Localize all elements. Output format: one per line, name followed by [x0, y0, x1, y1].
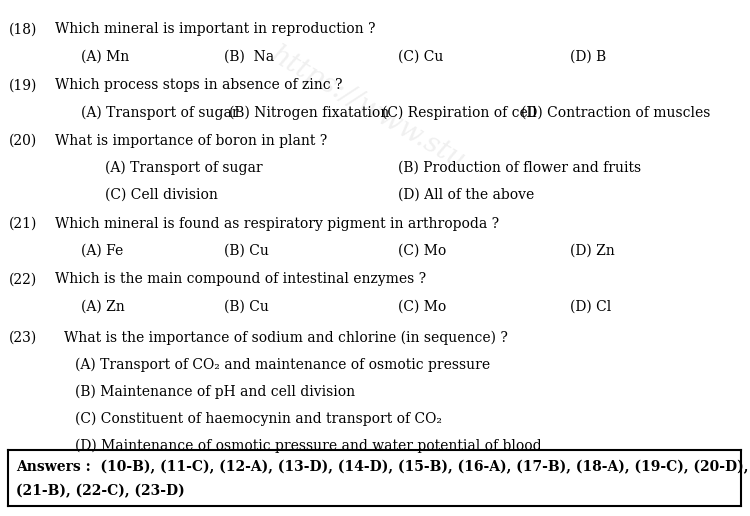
- Text: (C) Mo: (C) Mo: [398, 244, 445, 258]
- Text: (23): (23): [9, 330, 38, 344]
- Text: (B) Cu: (B) Cu: [224, 244, 268, 258]
- Text: Which is the main compound of intestinal enzymes ?: Which is the main compound of intestinal…: [55, 272, 426, 286]
- Text: (D) All of the above: (D) All of the above: [398, 188, 534, 202]
- Text: (A) Fe: (A) Fe: [81, 244, 123, 258]
- Text: Which process stops in absence of zinc ?: Which process stops in absence of zinc ?: [55, 78, 342, 92]
- Text: (C) Cell division: (C) Cell division: [105, 188, 218, 202]
- Text: (D) Maintenance of osmotic pressure and water potential of blood: (D) Maintenance of osmotic pressure and …: [75, 439, 542, 453]
- Text: (B) Nitrogen fixatation: (B) Nitrogen fixatation: [229, 106, 389, 120]
- Text: (D) B: (D) B: [570, 50, 606, 63]
- Text: Which mineral is found as respiratory pigment in arthropoda ?: Which mineral is found as respiratory pi…: [55, 217, 499, 231]
- Text: (D) Cl: (D) Cl: [570, 300, 611, 314]
- Text: (21): (21): [9, 217, 38, 231]
- Text: (B)  Na: (B) Na: [224, 50, 274, 63]
- Text: (C) Constituent of haemocynin and transport of CO₂: (C) Constituent of haemocynin and transp…: [75, 411, 442, 426]
- Text: What is the importance of sodium and chlorine (in sequence) ?: What is the importance of sodium and chl…: [64, 330, 508, 345]
- Text: Which mineral is important in reproduction ?: Which mineral is important in reproducti…: [55, 22, 375, 36]
- Text: Answers :  (10-B), (11-C), (12-A), (13-D), (14-D), (15-B), (16-A), (17-B), (18-A: Answers : (10-B), (11-C), (12-A), (13-D)…: [16, 460, 748, 474]
- Text: (D) Zn: (D) Zn: [570, 244, 615, 258]
- Text: (C) Cu: (C) Cu: [398, 50, 442, 63]
- Text: (C) Respiration of cell: (C) Respiration of cell: [382, 106, 537, 120]
- Text: (20): (20): [9, 134, 38, 148]
- Text: (22): (22): [9, 272, 38, 286]
- Text: (B) Maintenance of pH and cell division: (B) Maintenance of pH and cell division: [75, 384, 356, 399]
- Text: https://www.stu: https://www.stu: [266, 41, 470, 175]
- Text: (D) Contraction of muscles: (D) Contraction of muscles: [521, 106, 711, 120]
- Text: (A) Zn: (A) Zn: [81, 300, 124, 314]
- Text: (19): (19): [9, 78, 38, 92]
- Text: (C) Mo: (C) Mo: [398, 300, 445, 314]
- Text: (18): (18): [9, 22, 38, 36]
- Text: (B) Production of flower and fruits: (B) Production of flower and fruits: [398, 161, 640, 175]
- Text: (A) Transport of sugar: (A) Transport of sugar: [81, 106, 239, 120]
- Text: (B) Cu: (B) Cu: [224, 300, 268, 314]
- Text: What is importance of boron in plant ?: What is importance of boron in plant ?: [55, 134, 327, 148]
- Text: (A) Transport of CO₂ and maintenance of osmotic pressure: (A) Transport of CO₂ and maintenance of …: [75, 358, 491, 372]
- Text: (21-B), (22-C), (23-D): (21-B), (22-C), (23-D): [16, 485, 185, 498]
- Text: (A) Mn: (A) Mn: [81, 50, 129, 63]
- Text: (A) Transport of sugar: (A) Transport of sugar: [105, 161, 262, 175]
